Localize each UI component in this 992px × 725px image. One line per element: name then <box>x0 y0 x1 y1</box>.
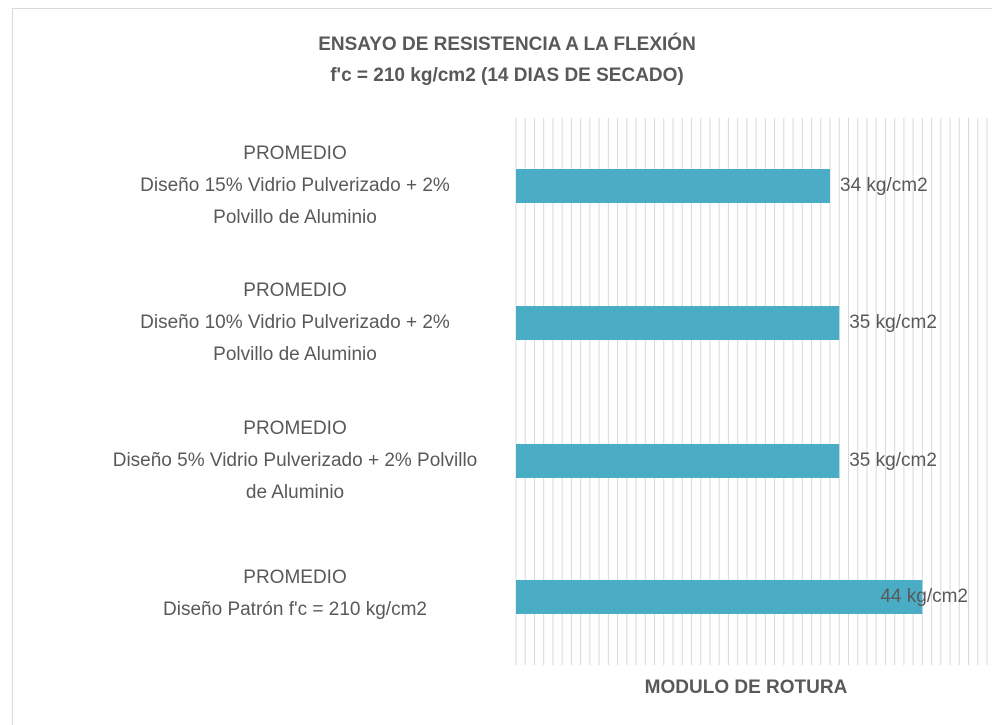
data-label: 35 kg/cm2 <box>849 450 937 471</box>
category-label: de Aluminio <box>246 482 344 503</box>
category-label: Diseño Patrón f'c = 210 kg/cm2 <box>163 599 427 620</box>
data-label: 44 kg/cm2 <box>880 586 968 607</box>
category-label: Polvillo de Aluminio <box>213 344 377 365</box>
data-label: 35 kg/cm2 <box>849 312 937 333</box>
category-label: Polvillo de Aluminio <box>213 207 377 228</box>
category-label: PROMEDIO <box>243 418 346 439</box>
category-label: PROMEDIO <box>243 143 346 164</box>
bar <box>516 580 923 614</box>
category-label: Diseño 5% Vidrio Pulverizado + 2% Polvil… <box>113 450 478 471</box>
x-axis-title: MODULO DE ROTURA <box>645 677 848 698</box>
chart-title: ENSAYO DE RESISTENCIA A LA FLEXIÓN <box>318 33 696 55</box>
data-label: 34 kg/cm2 <box>840 175 928 196</box>
bar <box>516 444 840 478</box>
category-label: PROMEDIO <box>243 280 346 301</box>
chart-frame <box>12 8 992 725</box>
category-label: Diseño 10% Vidrio Pulverizado + 2% <box>140 312 450 333</box>
bar <box>516 169 830 203</box>
chart-subtitle: f'c = 210 kg/cm2 (14 DIAS DE SECADO) <box>330 65 684 86</box>
category-label: Diseño 15% Vidrio Pulverizado + 2% <box>140 175 450 196</box>
category-label: PROMEDIO <box>243 567 346 588</box>
bar <box>516 306 840 340</box>
